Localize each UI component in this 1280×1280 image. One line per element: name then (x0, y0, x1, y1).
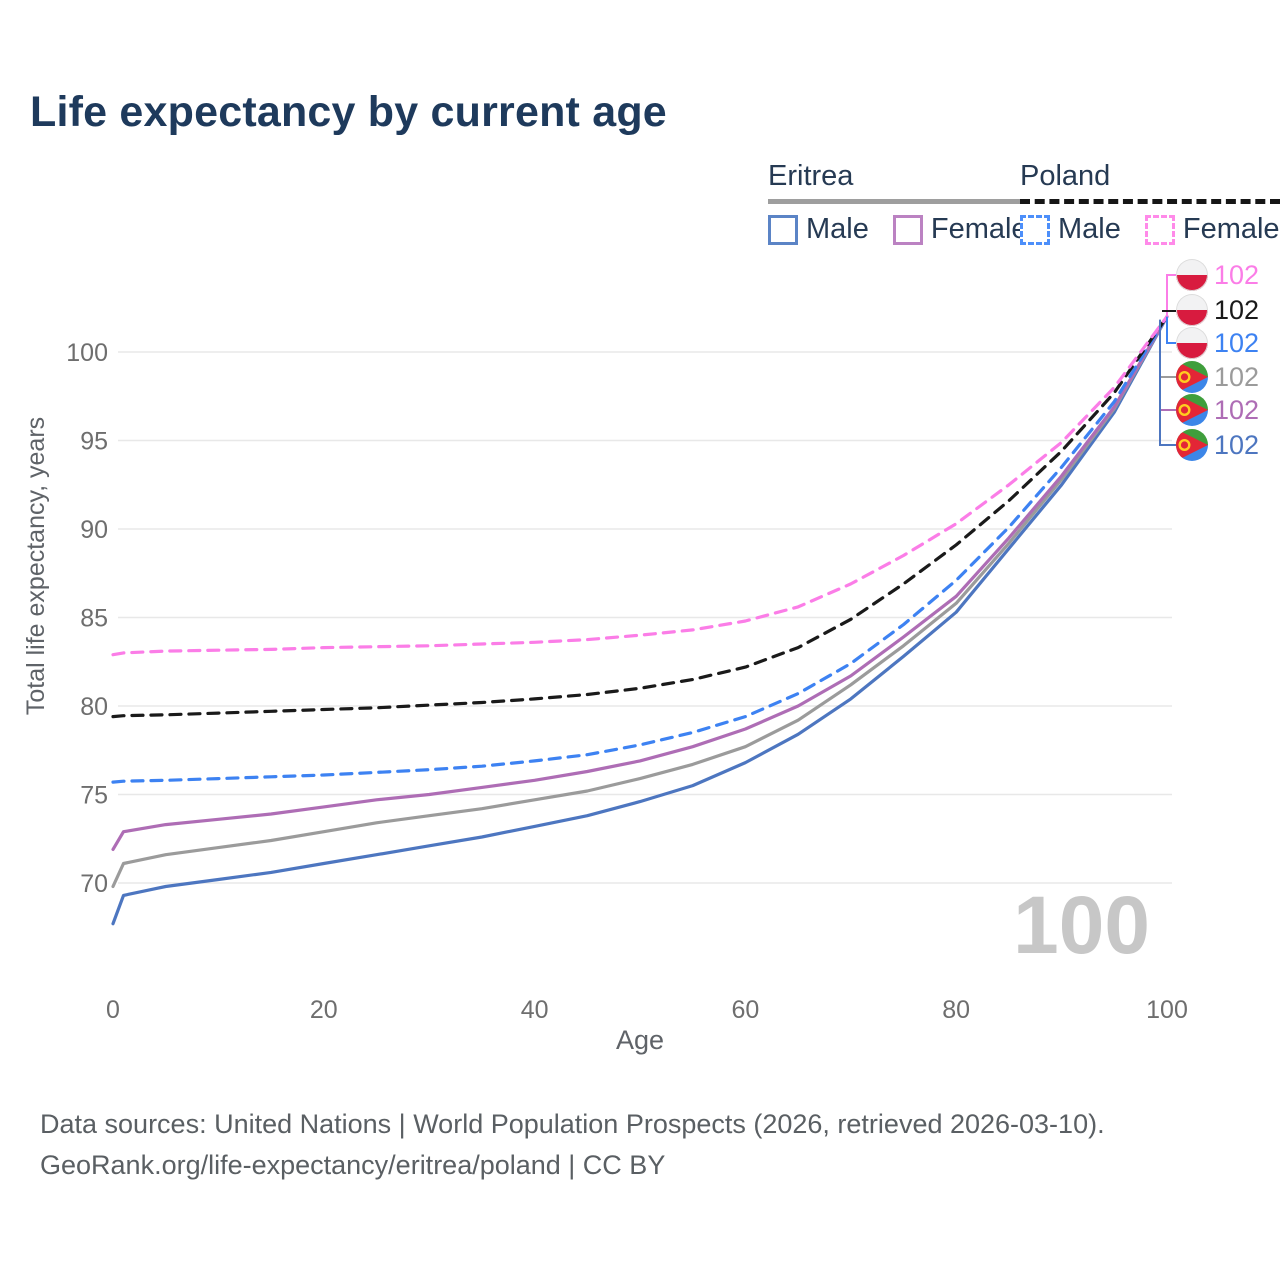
x-tick-label-80: 80 (942, 996, 970, 1024)
flag-poland-icon (1176, 259, 1208, 291)
legend-item-eritrea-male[interactable]: Male (768, 213, 869, 246)
flag-poland-icon (1176, 294, 1208, 326)
y-tick-label-95: 95 (80, 428, 108, 456)
x-tick-label-0: 0 (106, 996, 120, 1024)
legend-label-poland-female: Female (1182, 213, 1280, 245)
age-watermark: 100 (1013, 880, 1150, 971)
flag-poland-icon (1176, 327, 1208, 359)
series-line-eritrea-male (111, 315, 1169, 926)
series-line-eritrea-both (111, 315, 1169, 889)
end-value-label-poland-male: 102 (1214, 328, 1259, 358)
legend-label-poland-male: Male (1058, 213, 1121, 245)
flag-eritrea-icon (1176, 361, 1208, 393)
legend-country-label-poland: Poland (1020, 160, 1111, 192)
legend-swatch-poland-female (1144, 214, 1175, 245)
end-value-label-eritrea-male: 102 (1214, 430, 1259, 460)
legend-underline-poland-dashed (1020, 199, 1280, 204)
x-tick-label-60: 60 (731, 996, 759, 1024)
y-tick-label-90: 90 (80, 516, 108, 544)
legend-label-eritrea-female: Female (930, 213, 1028, 245)
x-tick-label-20: 20 (310, 996, 338, 1024)
flag-eritrea-icon (1176, 394, 1208, 426)
end-connector-eritrea-male (1159, 319, 1176, 446)
legend-swatch-eritrea-female (892, 214, 923, 245)
legend-label-eritrea-male: Male (806, 213, 869, 245)
x-tick-label-40: 40 (521, 996, 549, 1024)
series-line-eritrea-female (111, 315, 1169, 852)
legend-group-poland: Poland Male Female (1020, 160, 1280, 246)
end-connector-poland-male (1166, 316, 1176, 344)
legend-group-eritrea: Eritrea Male Female (768, 160, 1028, 246)
footer: Data sources: United Nations | World Pop… (40, 1104, 1105, 1186)
y-tick-label-70: 70 (80, 870, 108, 898)
end-value-label-poland-female: 102 (1214, 260, 1259, 290)
end-value-label-eritrea-female: 102 (1214, 395, 1259, 425)
x-tick-label-100: 100 (1146, 996, 1188, 1024)
y-tick-label-100: 100 (66, 339, 108, 367)
y-tick-label-75: 75 (80, 782, 108, 810)
flag-eritrea-icon (1176, 429, 1208, 461)
legend-item-eritrea-female[interactable]: Female (892, 213, 1028, 246)
legend-underline-eritrea-solid (768, 199, 1028, 204)
footer-attribution: GeoRank.org/life-expectancy/eritrea/pola… (40, 1150, 666, 1180)
legend-item-poland-female[interactable]: Female (1144, 213, 1280, 246)
end-value-label-eritrea-both: 102 (1214, 362, 1259, 392)
series-line-poland-both (111, 315, 1169, 719)
end-connector-poland-female (1166, 274, 1176, 317)
legend-swatch-poland-male (1020, 214, 1050, 245)
series-line-poland-female (111, 315, 1169, 657)
y-axis-title: Total life expectancy, years (22, 417, 50, 715)
legend-item-poland-male[interactable]: Male (1020, 213, 1121, 246)
legend-country-label-eritrea: Eritrea (768, 160, 854, 192)
y-tick-label-80: 80 (80, 693, 108, 721)
page-title: Life expectancy by current age (30, 88, 667, 136)
footer-data-sources: Data sources: United Nations | World Pop… (40, 1109, 1105, 1139)
legend-swatch-eritrea-male (768, 214, 798, 245)
series-line-poland-male (111, 315, 1169, 784)
y-tick-label-85: 85 (80, 605, 108, 633)
end-value-label-poland-both: 102 (1214, 295, 1259, 325)
x-axis-title: Age (616, 1025, 664, 1055)
